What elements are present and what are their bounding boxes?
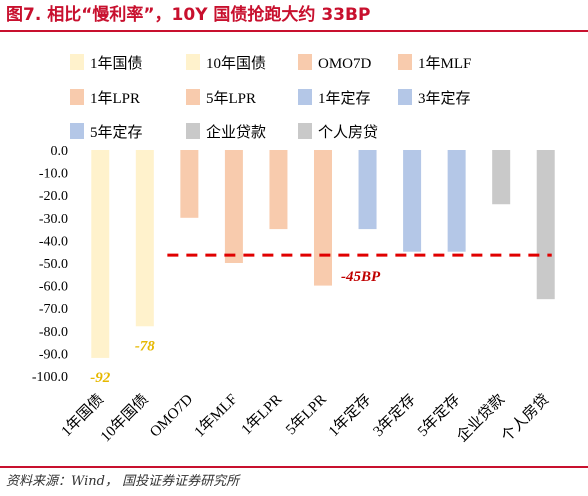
bar-7: [403, 150, 422, 252]
y-tick-label: -50.0: [39, 257, 68, 272]
y-tick-label: -10.0: [39, 167, 68, 182]
x-tick-label: 个人房贷: [498, 391, 552, 445]
legend-swatch-1: [186, 54, 200, 70]
x-axis: 1年国债10年国债OMO7D1年MLF1年LPR5年LPR1年定存3年定存5年定…: [58, 390, 553, 445]
legend-swatch-7: [398, 89, 412, 105]
x-tick-label: 5年LPR: [282, 391, 329, 438]
y-tick-label: 0.0: [51, 144, 69, 159]
legend-label-5: 5年LPR: [206, 90, 256, 107]
x-tick-label: OMO7D: [147, 391, 196, 440]
y-tick-label: -100.0: [32, 370, 68, 385]
legend-swatch-6: [298, 89, 312, 105]
y-tick-label: -30.0: [39, 212, 68, 227]
legend-label-2: OMO7D: [318, 56, 372, 72]
y-tick-label: -90.0: [39, 347, 68, 362]
legend-swatch-8: [70, 123, 84, 139]
bar-1: [135, 150, 154, 327]
x-tick-label: 1年MLF: [191, 391, 241, 441]
bars: [91, 150, 555, 358]
reference-line-group: -45BP: [167, 253, 552, 285]
legend-swatch-3: [398, 54, 412, 70]
legend-swatch-10: [298, 123, 312, 139]
footer-rule: [0, 466, 588, 468]
y-tick-label: -20.0: [39, 189, 68, 204]
legend-label-0: 1年国债: [90, 55, 143, 72]
legend-swatch-9: [186, 123, 200, 139]
y-tick-label: -40.0: [39, 234, 68, 249]
legend-label-1: 10年国债: [206, 55, 266, 72]
x-tick-label: 1年定存: [325, 391, 374, 440]
bar-3: [224, 150, 243, 263]
reference-line-label: -45BP: [341, 269, 381, 285]
x-tick-label: 3年定存: [370, 391, 419, 440]
legend-label-10: 个人房贷: [318, 124, 378, 141]
data-label-1: -78: [135, 338, 155, 354]
legend-label-6: 1年定存: [318, 90, 371, 107]
bar-5: [314, 150, 332, 286]
legend-swatch-5: [186, 89, 200, 105]
legend-label-3: 1年MLF: [418, 55, 471, 72]
legend-label-7: 3年定存: [418, 90, 471, 107]
bar-9: [492, 150, 511, 205]
legend-label-8: 5年定存: [90, 124, 143, 141]
bar-10: [536, 150, 555, 300]
y-tick-label: -80.0: [39, 325, 68, 340]
legend: 1年国债 10年国债 OMO7D 1年MLF 1年LPR 5年LPR 1年定存 3年定存 5年定…: [70, 54, 471, 141]
bar-0: [91, 150, 110, 358]
bar-6: [358, 150, 377, 230]
y-axis: 0.0 -10.0 -20.0 -30.0 -40.0 -50.0 -60.0 -70.0 -8…: [32, 144, 68, 385]
chart-title: 图7. 相比“慢利率”，10Y 国债抢跑大约 33BP: [6, 5, 371, 25]
legend-swatch-4: [70, 89, 84, 105]
x-tick-label: 企业贷款: [453, 390, 508, 445]
legend-swatch-2: [298, 54, 312, 70]
bar-2: [180, 150, 199, 218]
x-tick-label: 10年国债: [97, 391, 151, 445]
title-rule: [0, 30, 588, 32]
source-note: 资料来源：Wind， 国投证券证券研究所: [6, 474, 240, 489]
bar-4: [269, 150, 288, 230]
y-tick-label: -60.0: [39, 280, 68, 295]
bar-8: [447, 150, 466, 252]
x-tick-label: 1年LPR: [238, 391, 285, 438]
data-label-0: -92: [90, 370, 110, 386]
legend-label-4: 1年LPR: [90, 90, 140, 107]
legend-label-9: 企业贷款: [206, 123, 266, 141]
data-labels: -92 -78: [90, 338, 155, 386]
y-tick-label: -70.0: [39, 302, 68, 317]
legend-swatch-0: [70, 54, 84, 70]
